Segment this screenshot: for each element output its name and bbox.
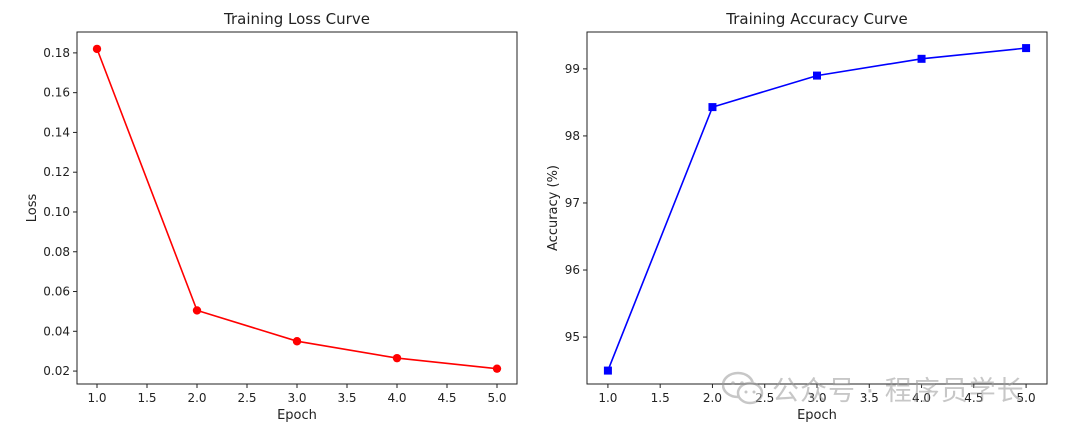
x-tick-label: 1.5 (137, 391, 156, 405)
x-axis: 1.0 1.5 2.0 2.5 3.0 3.5 4.0 4.5 5.0 (87, 384, 507, 405)
data-point (292, 337, 302, 346)
y-tick-label: 0.10 (43, 205, 70, 219)
y-tick-label: 95 (565, 330, 580, 344)
y-tick-label: 0.02 (43, 364, 70, 378)
x-axis-label: Epoch (797, 408, 837, 423)
data-point (192, 306, 202, 315)
plot-frame (76, 31, 518, 385)
x-tick-label: 2.5 (237, 391, 256, 405)
y-axis: 0.02 0.04 0.06 0.08 0.10 0.12 0.14 0.16 0.18 (43, 46, 77, 378)
x-tick-label: 3.0 (807, 391, 826, 405)
series-line (96, 48, 498, 370)
y-tick-label: 0.12 (43, 165, 70, 179)
accuracy-chart: Training Accuracy Curve 1.0 1.5 2.0 2.5 3.0 3… (546, 10, 1048, 423)
chart-title: Training Loss Curve (223, 10, 370, 28)
x-tick-label: 1.0 (598, 391, 617, 405)
y-axis: 95 96 97 98 99 (565, 62, 587, 344)
x-tick-label: 4.5 (964, 391, 983, 405)
x-tick-label: 4.0 (387, 391, 406, 405)
data-point (92, 44, 102, 54)
x-tick-label: 5.0 (1017, 391, 1036, 405)
x-axis: 1.0 1.5 2.0 2.5 3.0 3.5 4.0 4.5 5.0 (598, 384, 1036, 405)
watermark-text: 公众号 · 程序员学长 (772, 375, 1025, 407)
y-tick-label: 97 (565, 196, 580, 210)
y-axis-label: Loss (25, 194, 40, 223)
watermark: 公众号 · 程序员学长 (722, 368, 1025, 408)
x-tick-label: 5.0 (487, 391, 506, 405)
x-tick-label: 3.0 (287, 391, 306, 405)
y-tick-label: 0.08 (43, 245, 70, 259)
x-tick-label: 1.5 (651, 391, 670, 405)
x-tick-label: 3.5 (337, 391, 356, 405)
y-tick-label: 0.14 (43, 125, 70, 139)
y-tick-label: 98 (565, 129, 580, 143)
x-tick-label: 4.0 (912, 391, 931, 405)
plot-frame (586, 31, 1048, 385)
y-tick-label: 0.06 (43, 285, 70, 299)
series-line (607, 47, 1027, 371)
y-tick-label: 96 (565, 263, 580, 277)
x-tick-label: 4.5 (437, 391, 456, 405)
y-tick-label: 0.04 (43, 324, 70, 338)
data-point (603, 366, 612, 375)
y-tick-label: 99 (565, 62, 580, 76)
loss-chart: Training Loss Curve 1.0 1.5 2.0 2.5 3.0 3.5 4.… (25, 10, 518, 423)
wechat-icon (722, 371, 764, 405)
chart-title: Training Accuracy Curve (725, 10, 907, 28)
x-axis-label: Epoch (277, 408, 317, 423)
x-tick-label: 2.0 (187, 391, 206, 405)
x-tick-label: 2.0 (703, 391, 722, 405)
data-point (1022, 44, 1031, 53)
series-group (92, 44, 502, 373)
data-point (708, 103, 717, 112)
x-tick-label: 1.0 (87, 391, 106, 405)
y-axis-label: Accuracy (%) (546, 165, 561, 251)
y-tick-label: 0.16 (43, 86, 70, 100)
data-point (492, 364, 502, 373)
data-point (917, 54, 926, 63)
x-tick-label: 3.5 (860, 391, 879, 405)
data-point (392, 353, 402, 363)
data-point (813, 71, 821, 80)
y-tick-label: 0.18 (43, 46, 70, 60)
series-group (603, 44, 1031, 375)
